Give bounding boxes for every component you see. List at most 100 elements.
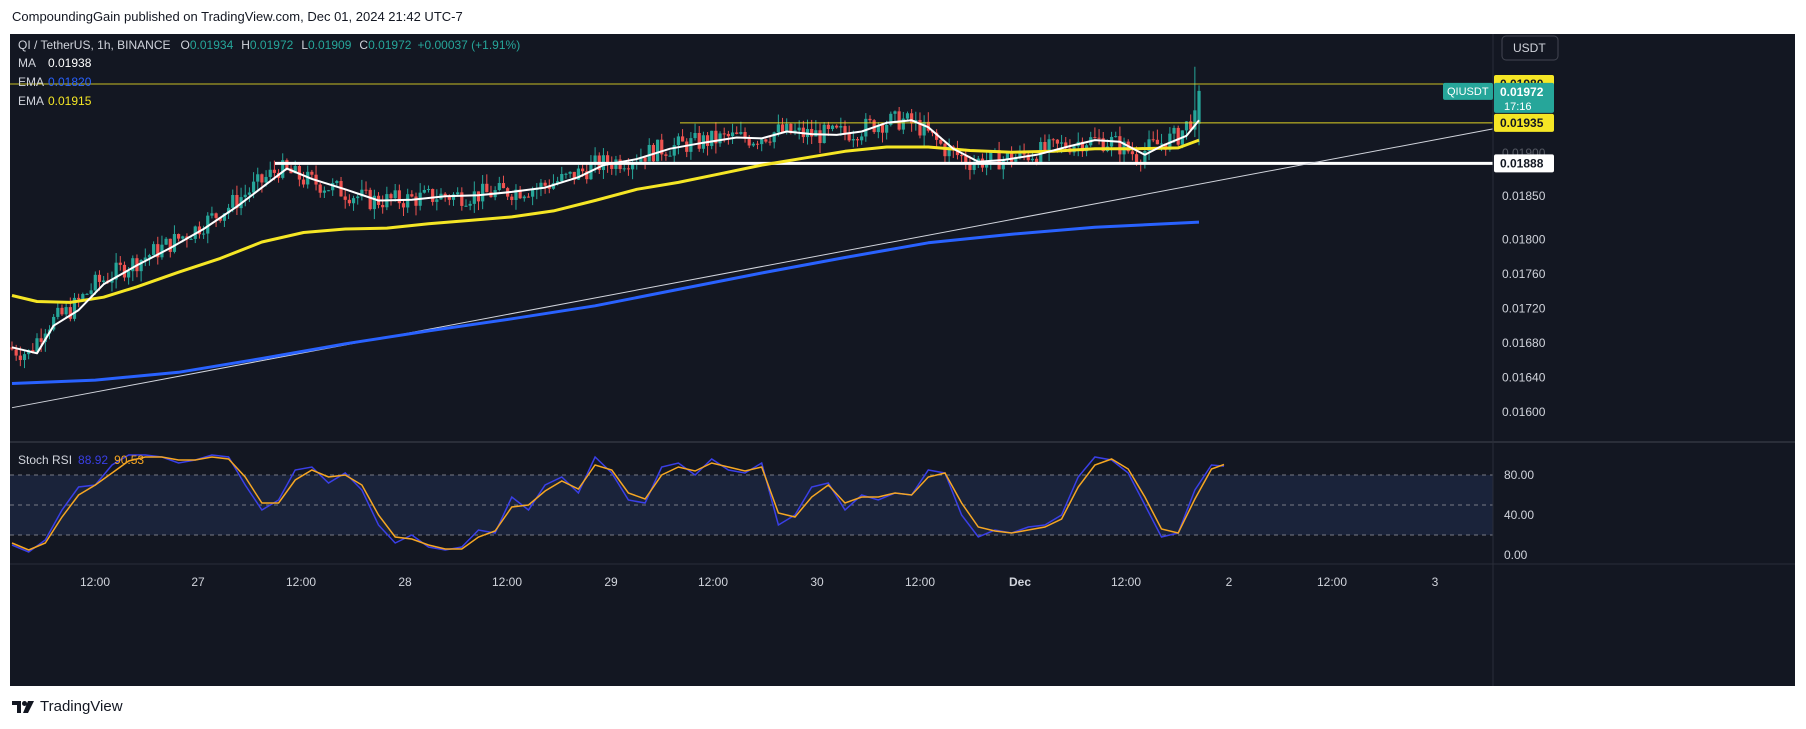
candle-body	[301, 179, 306, 185]
candle-body	[1080, 141, 1085, 152]
time-tick-label: 28	[398, 575, 412, 589]
candle-body	[272, 169, 276, 173]
candle-body	[968, 163, 972, 170]
candle-body	[514, 189, 518, 200]
candle-body	[1155, 139, 1159, 145]
candle-body	[93, 274, 97, 291]
candle-body	[331, 183, 335, 191]
time-tick-label: Dec	[1009, 575, 1031, 589]
candle-body	[647, 144, 651, 162]
price-tick-label: 0.01800	[1502, 232, 1546, 246]
candle-body	[718, 133, 722, 144]
candle-body	[397, 190, 401, 204]
candle-body	[897, 111, 901, 130]
candle-body	[356, 196, 360, 199]
level-mid-label: 0.01935	[1500, 116, 1544, 130]
close-label: C	[359, 38, 368, 52]
candle-body	[630, 163, 635, 170]
candle-body	[347, 199, 351, 204]
price-tick-label: 0.01680	[1502, 336, 1546, 350]
candle-body	[281, 160, 285, 178]
candle-body	[52, 316, 56, 330]
time-tick-label: 3	[1432, 575, 1439, 589]
tradingview-icon	[12, 700, 34, 713]
indicator-value: 0.01938	[48, 56, 92, 70]
candle-body	[472, 191, 476, 204]
candle-body	[572, 171, 576, 180]
candle-body	[780, 124, 785, 132]
candle-body	[935, 132, 939, 140]
time-tick-label: 12:00	[80, 575, 110, 589]
candle-body	[1118, 136, 1122, 155]
candle-body	[214, 213, 218, 218]
candle-body	[393, 190, 397, 199]
candle-body	[1143, 150, 1147, 163]
candle-body	[251, 181, 256, 193]
stoch-band	[10, 475, 1493, 535]
stoch-pane[interactable]	[10, 454, 1493, 553]
candle-body	[585, 171, 589, 180]
candle-body	[576, 168, 581, 180]
candle-body	[401, 203, 406, 208]
candle-body	[743, 131, 747, 139]
candle-body	[189, 238, 193, 240]
candle-body	[1064, 142, 1068, 149]
price-tick-label: 0.01640	[1502, 370, 1546, 384]
candle-body	[1005, 152, 1010, 160]
candle-body	[1047, 139, 1051, 151]
candle-body	[643, 157, 647, 162]
candle-body	[560, 174, 564, 182]
candle-body	[389, 194, 393, 199]
candle-body	[172, 234, 177, 252]
candle-body	[201, 233, 206, 235]
low-value: 0.01909	[308, 38, 352, 52]
candle-body	[210, 213, 214, 216]
candle-body	[680, 136, 685, 142]
candle-body	[864, 118, 868, 137]
candle-body	[31, 350, 35, 352]
candle-body	[77, 297, 81, 300]
chart-area[interactable]: 0.01850 0.01800 0.01760 0.01720 0.01680 0.016…	[10, 34, 1795, 686]
candle-body	[114, 262, 118, 280]
candle-body	[714, 130, 718, 144]
candle-body	[760, 139, 764, 145]
candle-body	[18, 355, 22, 361]
candle-body	[1059, 142, 1064, 144]
price-pane[interactable]	[10, 66, 1494, 409]
candle-body	[860, 136, 864, 141]
bottom-bar: TradingView	[0, 686, 1806, 729]
candle-body	[960, 155, 964, 157]
currency-button: USDT	[1513, 41, 1546, 55]
candle-body	[693, 132, 697, 139]
tradingview-logo[interactable]: TradingView	[12, 698, 123, 715]
candle-body	[35, 338, 39, 352]
candle-body	[293, 165, 297, 174]
candle-body	[1010, 152, 1014, 162]
candle-body	[206, 215, 210, 234]
candle-body	[785, 123, 789, 132]
candle-body	[943, 143, 947, 157]
candle-body	[880, 124, 885, 133]
candle-body	[122, 264, 127, 278]
chart-svg[interactable]: 0.01850 0.01800 0.01760 0.01720 0.01680 0.016…	[10, 34, 1795, 686]
candle-body	[922, 121, 926, 136]
support-level-label: 0.01888	[1500, 156, 1544, 170]
candle-body	[435, 199, 439, 202]
candle-body	[964, 155, 968, 164]
price-tick-label: 0.01760	[1502, 267, 1546, 281]
stoch-legend: Stoch RSI 88.92 90.53	[18, 453, 144, 467]
ticker-tag-bg	[1443, 82, 1493, 100]
candle-body	[235, 194, 239, 209]
candle-body	[326, 190, 331, 192]
candle-body	[181, 236, 185, 239]
last-price-label: 0.01972	[1500, 85, 1544, 99]
candle-body	[835, 125, 839, 128]
candle-body	[60, 307, 64, 315]
trendline	[11, 128, 1494, 409]
ema-slow-line	[11, 220, 1200, 385]
time-tick-label: 12:00	[1111, 575, 1141, 589]
time-tick-label: 12:00	[492, 575, 522, 589]
candle-body	[1097, 137, 1101, 139]
candle-body	[947, 146, 951, 157]
candle-body	[177, 234, 181, 239]
